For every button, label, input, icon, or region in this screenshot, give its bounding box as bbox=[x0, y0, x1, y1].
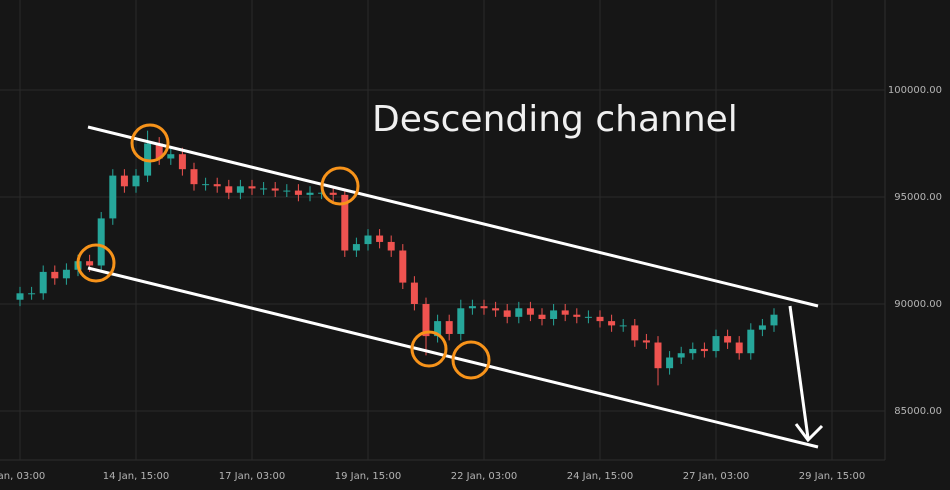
annotations bbox=[76, 123, 824, 449]
arrow-head bbox=[794, 423, 824, 443]
candle-body bbox=[236, 186, 244, 193]
candle-body bbox=[631, 325, 639, 341]
candle-body bbox=[306, 192, 314, 195]
candles bbox=[16, 130, 778, 386]
candle-body bbox=[341, 194, 349, 251]
x-tick-label: 17 Jan, 03:00 bbox=[219, 471, 286, 482]
chart-title: Descending channel bbox=[372, 99, 738, 140]
candle-body bbox=[526, 308, 534, 315]
candle-body bbox=[155, 143, 163, 159]
candle-body bbox=[167, 154, 175, 159]
x-tick-label: 19 Jan, 15:00 bbox=[335, 471, 402, 482]
x-tick-label: 27 Jan, 03:00 bbox=[683, 471, 750, 482]
candle-body bbox=[422, 303, 430, 337]
candle-body bbox=[16, 293, 24, 300]
candle-body bbox=[573, 314, 581, 317]
y-tick-label: 95000.00 bbox=[894, 192, 942, 203]
candle-body bbox=[457, 308, 465, 334]
candle-body bbox=[492, 308, 500, 311]
arrow bbox=[788, 305, 810, 439]
x-tick-label: 29 Jan, 15:00 bbox=[799, 471, 866, 482]
candle-body bbox=[213, 184, 221, 187]
candle-body bbox=[712, 336, 720, 352]
x-tick-label: 24 Jan, 15:00 bbox=[567, 471, 634, 482]
candle-body bbox=[248, 186, 256, 189]
touch-circle bbox=[410, 330, 448, 368]
candle-body bbox=[770, 314, 778, 326]
candle-body bbox=[747, 329, 755, 354]
candle-body bbox=[700, 348, 708, 352]
candle-body bbox=[352, 244, 360, 251]
candle-body bbox=[503, 310, 511, 317]
candle-body bbox=[666, 357, 674, 369]
candle-body bbox=[468, 306, 476, 309]
candle-body bbox=[318, 192, 326, 194]
grid bbox=[0, 0, 885, 460]
touch-circle bbox=[76, 243, 116, 283]
candle-body bbox=[132, 175, 140, 187]
candle-body bbox=[109, 175, 117, 219]
candle-body bbox=[445, 321, 453, 334]
candle-body bbox=[654, 342, 662, 369]
candle-body bbox=[550, 310, 558, 319]
candle-body bbox=[677, 353, 685, 358]
candle-body bbox=[758, 325, 766, 330]
candle-body bbox=[410, 282, 418, 304]
candle-body bbox=[387, 241, 395, 251]
candle-body bbox=[689, 348, 697, 354]
candle-body bbox=[434, 321, 442, 337]
candle-body bbox=[28, 293, 36, 295]
candle-body bbox=[480, 306, 488, 309]
channel-line bbox=[87, 125, 819, 308]
touch-circle bbox=[130, 123, 170, 163]
y-tick-label: 90000.00 bbox=[894, 299, 942, 310]
touch-circle bbox=[451, 340, 491, 380]
candle-body bbox=[724, 336, 732, 343]
y-tick-label: 100000.00 bbox=[888, 85, 942, 96]
candle-body bbox=[260, 188, 268, 190]
candle-body bbox=[596, 316, 604, 322]
candle-body bbox=[399, 250, 407, 283]
candle-body bbox=[39, 271, 47, 294]
x-tick-label: Jan, 03:00 bbox=[0, 471, 45, 482]
candle-body bbox=[561, 310, 569, 315]
candle-body bbox=[283, 190, 291, 192]
candle-body bbox=[202, 184, 210, 186]
candle-body bbox=[97, 218, 105, 266]
candle-body bbox=[608, 321, 616, 326]
candle-body bbox=[329, 192, 337, 195]
touch-circle bbox=[320, 166, 360, 206]
y-tick-label: 85000.00 bbox=[894, 406, 942, 417]
candle-body bbox=[62, 269, 70, 279]
candle-body bbox=[619, 325, 627, 327]
candle-body bbox=[271, 188, 279, 191]
candle-body bbox=[735, 342, 743, 354]
candle-body bbox=[120, 175, 128, 187]
candle-body bbox=[584, 316, 592, 318]
candle-body bbox=[86, 261, 94, 266]
candle-body bbox=[294, 190, 302, 195]
x-tick-label: 14 Jan, 15:00 bbox=[103, 471, 170, 482]
candle-body bbox=[515, 308, 523, 317]
candle-body bbox=[364, 235, 372, 245]
candle-body bbox=[51, 271, 59, 279]
candle-body bbox=[538, 314, 546, 319]
x-tick-label: 22 Jan, 03:00 bbox=[451, 471, 518, 482]
candle-body bbox=[376, 235, 384, 242]
candle-body bbox=[225, 186, 233, 193]
candle-body bbox=[642, 340, 650, 343]
candle-body bbox=[190, 169, 198, 185]
candle-body bbox=[178, 154, 186, 170]
